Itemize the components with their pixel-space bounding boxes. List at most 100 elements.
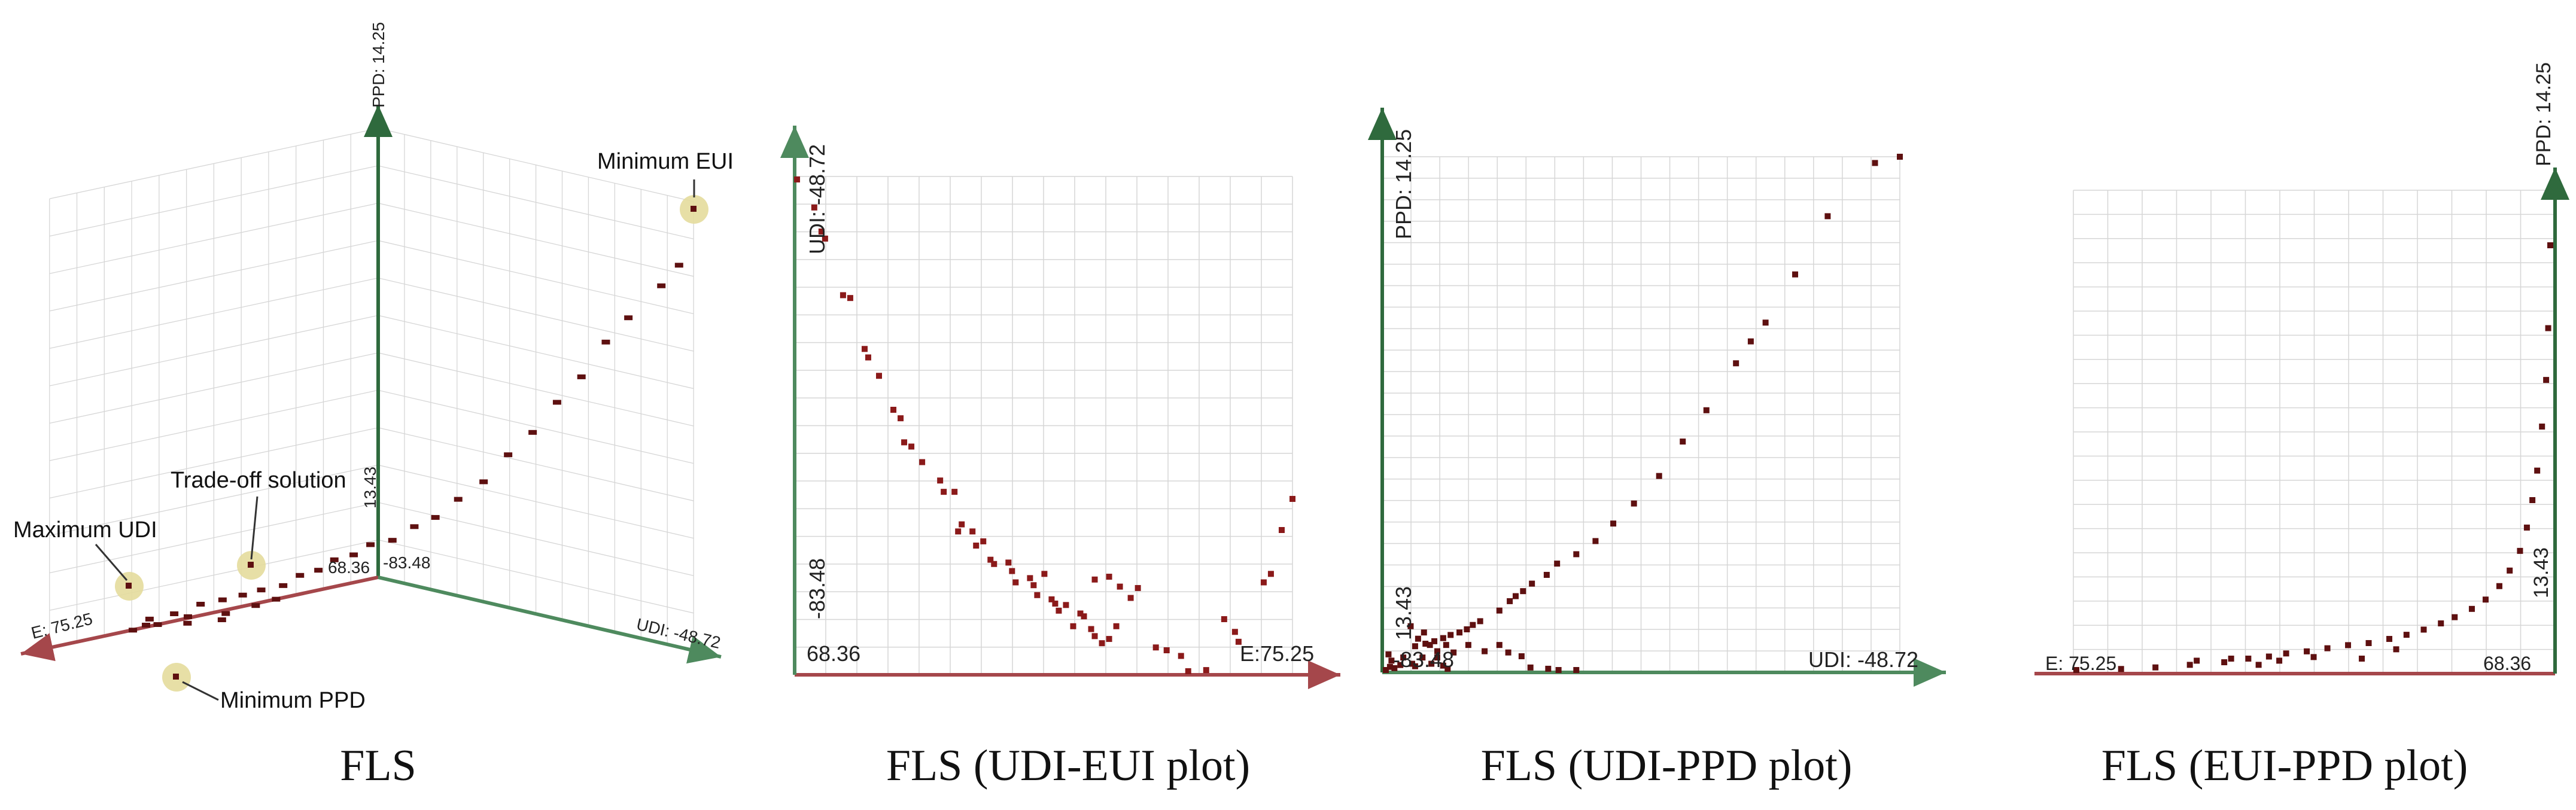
y-min-label: 13.43 (1391, 586, 1416, 640)
grid-line (378, 165, 694, 240)
data-point (1824, 213, 1831, 220)
data-point (479, 479, 488, 485)
data-point (2468, 605, 2475, 612)
grid-3d (49, 127, 694, 651)
data-point (2545, 325, 2551, 331)
data-point (1422, 641, 1429, 647)
data-point (1440, 635, 1446, 641)
data-point (2345, 642, 2352, 648)
data-point (1127, 595, 1134, 601)
data-point (196, 601, 205, 607)
data-point (1656, 473, 1662, 479)
data-point (794, 176, 800, 182)
grid-udi-eui (794, 176, 1293, 675)
data-point (1512, 593, 1519, 599)
data-point (1518, 653, 1525, 659)
data-point (2365, 640, 2372, 646)
data-point (2276, 657, 2283, 664)
data-point (624, 315, 633, 321)
data-point (822, 235, 828, 242)
annotation-minimum-ppd: Minimum PPD (220, 688, 366, 713)
data-point (184, 614, 193, 619)
data-point (251, 603, 260, 608)
data-point (973, 543, 980, 549)
annotation-trade-off: Trade-off solution (171, 468, 346, 493)
x-max-label: UDI: -48.72 (1808, 647, 1918, 672)
data-point (1009, 568, 1015, 574)
point-minimum-ppd (173, 674, 179, 680)
data-point (388, 538, 397, 543)
annotation-minimum-eui: Minimum EUI (597, 149, 734, 174)
data-point (2547, 242, 2553, 248)
point-minimum-eui (691, 206, 697, 212)
grid-line (49, 165, 379, 237)
data-point (657, 283, 666, 288)
data-point (1267, 571, 1274, 577)
data-point (454, 497, 463, 502)
data-point (410, 524, 419, 529)
data-point (1897, 154, 1903, 160)
points-eui-ppd (2073, 242, 2553, 673)
data-point (1573, 667, 1580, 673)
data-point (528, 430, 537, 435)
chart-3d-fls: PPD: 14.25 13.43 68.36 E: 75.25 -83.48 U… (13, 22, 734, 713)
y-min-label: 13.43 (2530, 547, 2553, 598)
data-point (2393, 646, 2399, 653)
points-3d (129, 263, 683, 633)
data-point (898, 415, 904, 422)
eui-min-label-3d: 68.36 (328, 558, 370, 577)
ppd-min-label-3d: 13.43 (361, 467, 379, 508)
annotation-maximum-udi: Maximum UDI (13, 517, 157, 543)
udi-min-label-3d: -83.48 (383, 553, 430, 572)
y-max-label: PPD: 14.25 (1391, 129, 1416, 239)
data-point (1407, 623, 1414, 629)
leader-minimum-ppd (182, 681, 219, 701)
data-point (577, 374, 586, 379)
data-point (601, 339, 610, 345)
data-point (1545, 665, 1552, 672)
leader-maximum-udi (95, 544, 128, 581)
points-udi-eui (794, 176, 1295, 674)
data-point (366, 542, 375, 547)
data-point (238, 592, 247, 598)
caption-udi-ppd: FLS (UDI-PPD plot) (1480, 741, 1853, 790)
x-right-label: 68.36 (2483, 653, 2531, 674)
data-point (1592, 538, 1599, 544)
x-min-label: -83.48 (1393, 647, 1454, 672)
data-point (1106, 574, 1112, 580)
data-point (1063, 602, 1069, 608)
data-point (2073, 667, 2079, 673)
data-point (257, 587, 266, 593)
data-point (1231, 629, 1238, 635)
data-point (1135, 584, 1141, 591)
data-point (1077, 610, 1084, 617)
data-point (1034, 592, 1041, 598)
y-max-label: PPD: 14.25 (2532, 62, 2555, 166)
data-point (865, 354, 871, 361)
grid-line (378, 127, 694, 202)
data-point (2310, 654, 2317, 660)
data-point (1391, 665, 1398, 671)
data-point (1012, 579, 1019, 586)
data-point (2507, 567, 2513, 574)
data-point (2324, 645, 2331, 651)
data-point (1415, 635, 1421, 642)
data-point (1762, 319, 1769, 326)
grid-line (49, 202, 379, 274)
data-point (2543, 377, 2550, 383)
data-point (1792, 271, 1799, 278)
udi-axis-3d (378, 575, 722, 664)
data-point (959, 521, 965, 528)
data-point (1507, 598, 1513, 604)
data-point (218, 597, 227, 602)
data-point (1048, 596, 1055, 602)
data-point (2539, 424, 2545, 430)
data-point (1152, 644, 1159, 651)
grid-line (49, 127, 379, 199)
data-point (552, 400, 561, 405)
data-point (1428, 660, 1435, 667)
data-point (1450, 649, 1457, 656)
data-point (2529, 497, 2536, 503)
data-point (980, 538, 987, 544)
